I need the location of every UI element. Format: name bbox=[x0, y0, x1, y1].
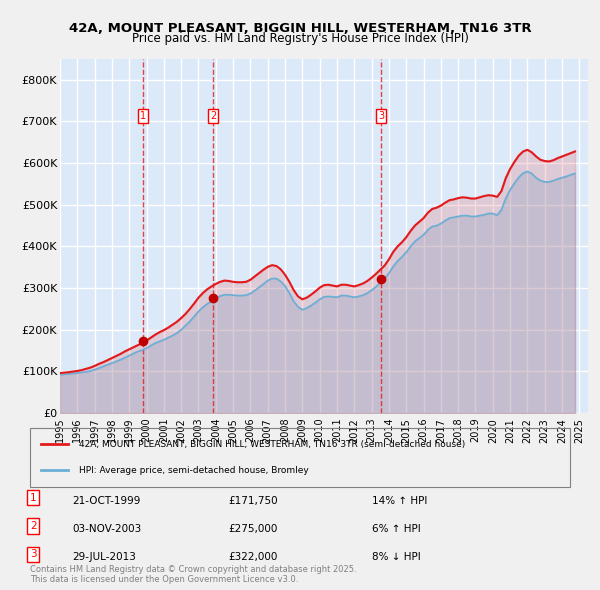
Text: Contains HM Land Registry data © Crown copyright and database right 2025.
This d: Contains HM Land Registry data © Crown c… bbox=[30, 565, 356, 584]
Text: 3: 3 bbox=[379, 111, 385, 120]
Text: 29-JUL-2013: 29-JUL-2013 bbox=[72, 552, 136, 562]
Text: 21-OCT-1999: 21-OCT-1999 bbox=[72, 496, 140, 506]
Text: 03-NOV-2003: 03-NOV-2003 bbox=[72, 524, 141, 534]
Text: 2: 2 bbox=[30, 521, 37, 531]
Text: 6% ↑ HPI: 6% ↑ HPI bbox=[372, 524, 421, 534]
Text: £171,750: £171,750 bbox=[228, 496, 278, 506]
Text: Price paid vs. HM Land Registry's House Price Index (HPI): Price paid vs. HM Land Registry's House … bbox=[131, 32, 469, 45]
Text: 14% ↑ HPI: 14% ↑ HPI bbox=[372, 496, 427, 506]
Text: 42A, MOUNT PLEASANT, BIGGIN HILL, WESTERHAM, TN16 3TR (semi-detached house): 42A, MOUNT PLEASANT, BIGGIN HILL, WESTER… bbox=[79, 440, 465, 449]
Text: 2: 2 bbox=[210, 111, 216, 120]
Text: 1: 1 bbox=[30, 493, 37, 503]
Text: 3: 3 bbox=[30, 549, 37, 559]
Text: HPI: Average price, semi-detached house, Bromley: HPI: Average price, semi-detached house,… bbox=[79, 466, 308, 475]
Text: £322,000: £322,000 bbox=[228, 552, 277, 562]
Text: £275,000: £275,000 bbox=[228, 524, 277, 534]
Text: 1: 1 bbox=[140, 111, 146, 120]
Text: 42A, MOUNT PLEASANT, BIGGIN HILL, WESTERHAM, TN16 3TR: 42A, MOUNT PLEASANT, BIGGIN HILL, WESTER… bbox=[68, 22, 532, 35]
Text: 8% ↓ HPI: 8% ↓ HPI bbox=[372, 552, 421, 562]
